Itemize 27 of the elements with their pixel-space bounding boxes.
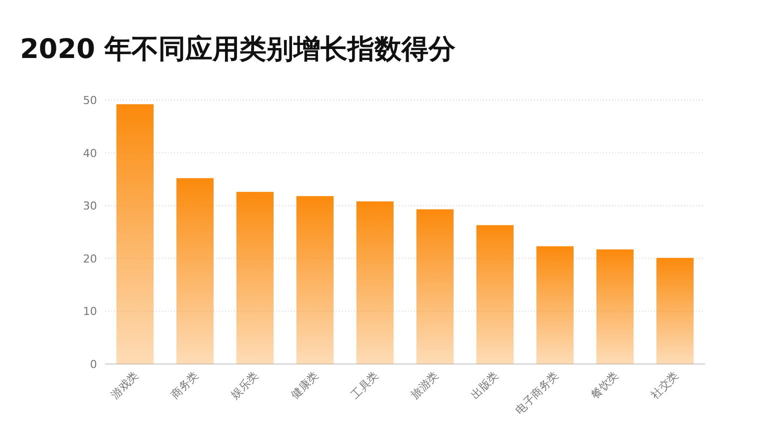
- y-tick-label: 40: [83, 146, 97, 160]
- y-tick-label: 30: [83, 200, 97, 213]
- bar: [296, 196, 334, 364]
- bar: [116, 104, 154, 364]
- x-tick-label: 餐饮类: [588, 368, 622, 402]
- y-tick-label: 50: [83, 94, 97, 107]
- x-tick-label: 旅游类: [408, 368, 442, 402]
- x-tick-label: 游戏类: [108, 368, 142, 402]
- x-tick-label: 健康类: [288, 368, 322, 402]
- y-tick-label: 20: [83, 252, 97, 266]
- bar: [476, 225, 514, 364]
- bar: [176, 178, 214, 364]
- y-tick-label: 0: [90, 358, 97, 371]
- bar: [656, 258, 694, 364]
- bar: [596, 249, 634, 364]
- bar: [416, 209, 454, 364]
- y-tick-label: 10: [83, 305, 97, 318]
- bar: [236, 192, 274, 364]
- x-tick-label: 社交类: [648, 368, 682, 402]
- bar: [356, 201, 394, 364]
- chart-title: 2020 年不同应用类别增长指数得分: [20, 34, 457, 65]
- x-tick-label: 出版类: [468, 368, 502, 402]
- x-tick-label: 电子商务类: [513, 368, 562, 418]
- x-tick-label: 商务类: [168, 368, 202, 402]
- bar: [536, 246, 574, 364]
- x-tick-label: 工具类: [348, 368, 382, 402]
- x-tick-label: 娱乐类: [228, 368, 262, 402]
